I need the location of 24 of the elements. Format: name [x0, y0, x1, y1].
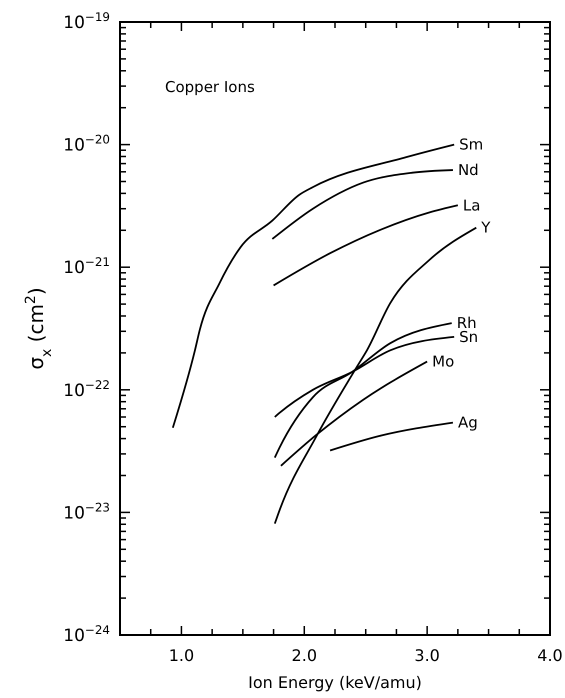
- y-tick-label: 10$^{−23}$: [63, 500, 110, 524]
- y-tick-label: 10$^{−21}$: [63, 255, 110, 278]
- series-label: Mo: [432, 352, 454, 371]
- series-label: Ag: [458, 414, 478, 432]
- x-tick-label: 4.0: [537, 646, 563, 665]
- line-series: [280, 360, 428, 467]
- series-label: La: [462, 196, 480, 214]
- y-tick-label: 10$^{−22}$: [63, 378, 110, 401]
- x-tick-label: 2.0: [292, 646, 318, 665]
- y-tick-label: 10$^{−20}$: [63, 132, 110, 156]
- line-series: [272, 204, 459, 286]
- y-tick-label: 10$^{−19}$: [63, 10, 110, 33]
- annotation: Copper Ions: [165, 78, 255, 96]
- series-label: Sn: [459, 328, 478, 346]
- line-series: [172, 144, 456, 429]
- x-axis-title: Ion Energy (keV/amu): [248, 673, 422, 692]
- series-label: Sm: [459, 136, 484, 154]
- series-label: Y: [480, 218, 492, 237]
- x-tick-label: 3.0: [414, 646, 440, 665]
- line-series: [271, 169, 454, 240]
- line-series: [274, 226, 478, 525]
- series-label: Nd: [458, 161, 479, 180]
- x-tick-label: 1.0: [168, 646, 194, 665]
- y-tick-label: 10$^{−24}$: [63, 623, 110, 646]
